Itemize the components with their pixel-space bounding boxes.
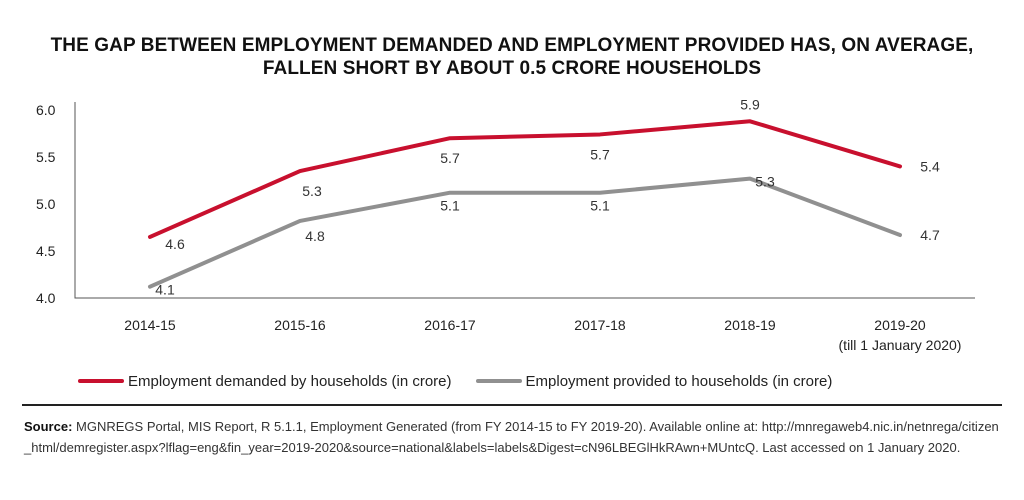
x-tick-label: 2018-19 <box>724 317 776 333</box>
data-label: 4.6 <box>165 236 185 252</box>
source-text: MGNREGS Portal, MIS Report, R 5.1.1, Emp… <box>24 419 999 455</box>
y-tick-label: 6.0 <box>36 102 56 118</box>
y-tick-label: 5.0 <box>36 196 56 212</box>
x-tick-label: 2019-20 <box>874 317 926 333</box>
chart-title: THE GAP BETWEEN EMPLOYMENT DEMANDED AND … <box>50 35 974 79</box>
data-label: 5.3 <box>755 174 775 190</box>
data-label: 4.8 <box>305 228 325 244</box>
source-note: Source: MGNREGS Portal, MIS Report, R 5.… <box>24 416 999 458</box>
data-label: 5.1 <box>590 198 610 214</box>
series-layer: 4.6 5.3 5.7 5.7 5.9 5.4 4.1 4.8 5.1 5.1 5.3 4.7 <box>148 96 940 298</box>
x-tick-label: 2016-17 <box>424 317 476 333</box>
data-label: 5.9 <box>740 96 760 112</box>
data-label: 4.7 <box>920 227 940 243</box>
legend-item-provided: Employment provided to households (in cr… <box>475 372 833 390</box>
x-tick-label: 2017-18 <box>574 317 626 333</box>
axis-line <box>74 102 975 299</box>
chart-axes: 4.0 4.5 5.0 5.5 6.0 2014-15 2015-16 2016-17 2017… <box>36 102 975 353</box>
series-line-provided <box>148 176 902 289</box>
y-tick-label: 4.5 <box>36 243 56 259</box>
x-tick-label: 2015-16 <box>274 317 326 333</box>
data-label: 4.1 <box>155 282 175 298</box>
legend-swatch-demanded <box>78 379 124 383</box>
source-divider <box>22 404 1002 406</box>
y-tick-label: 4.0 <box>36 290 56 306</box>
chart-legend: Employment demanded by households (in cr… <box>78 370 856 392</box>
legend-swatch-provided <box>475 379 522 383</box>
x-tick-note: (till 1 January 2020) <box>839 337 962 353</box>
legend-item-demanded: Employment demanded by households (in cr… <box>78 373 452 390</box>
data-label: 5.4 <box>920 158 940 174</box>
y-tick-label: 5.5 <box>36 149 56 165</box>
legend-label-provided: Employment provided to households (in cr… <box>525 372 833 390</box>
data-label: 5.7 <box>590 146 610 162</box>
data-label: 5.3 <box>302 183 322 199</box>
source-label: Source: <box>24 419 73 434</box>
legend-label-demanded: Employment demanded by households (in cr… <box>128 372 452 390</box>
data-label: 5.7 <box>440 150 460 166</box>
line-chart: 4.0 4.5 5.0 5.5 6.0 2014-15 2015-16 2016-17 2017… <box>36 96 975 353</box>
data-label: 5.1 <box>440 198 460 214</box>
series-line-demanded <box>148 119 902 239</box>
x-tick-label: 2014-15 <box>124 317 176 333</box>
